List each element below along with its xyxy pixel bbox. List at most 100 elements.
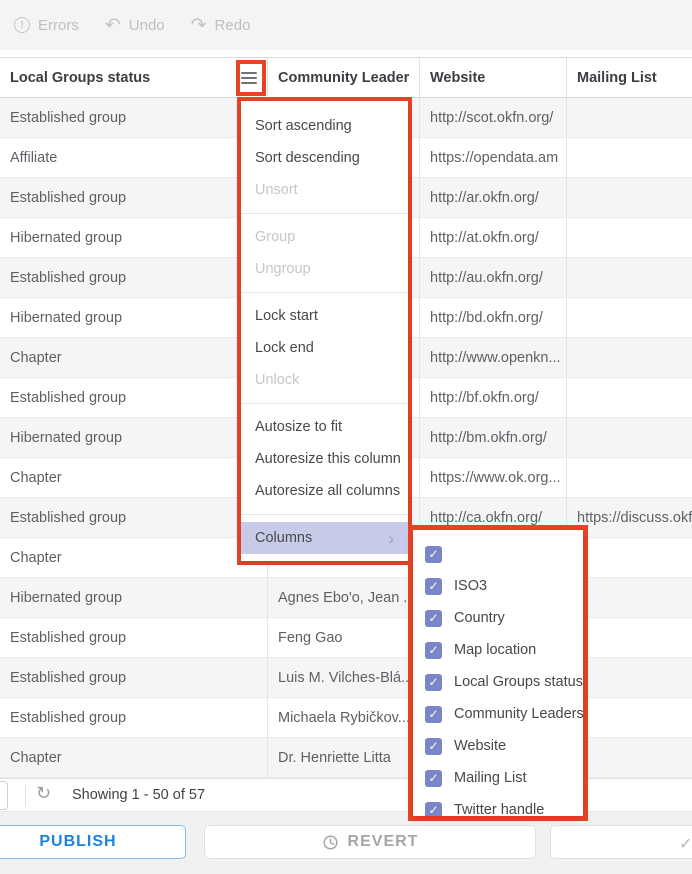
cell-mailing[interactable] <box>567 538 692 578</box>
cell-mailing[interactable] <box>567 138 692 178</box>
cell-mailing[interactable] <box>567 218 692 258</box>
column-toggle-unnamed[interactable]: ✓ <box>413 538 583 570</box>
checkbox-checked-icon[interactable]: ✓ <box>425 737 442 755</box>
pagination-control-partial[interactable] <box>0 781 8 810</box>
cell-mailing[interactable] <box>567 458 692 498</box>
cell-status[interactable]: Hibernated group <box>0 218 268 258</box>
extra-footer-button[interactable]: ✓ <box>550 825 692 859</box>
cell-mailing[interactable] <box>567 178 692 218</box>
menu-item-unsort: Unsort <box>241 174 408 206</box>
column-header-mailing-list[interactable]: Mailing List <box>567 58 692 97</box>
checkbox-checked-icon[interactable]: ✓ <box>425 609 442 627</box>
cell-status[interactable]: Affiliate <box>0 138 268 178</box>
cell-leader[interactable]: Dr. Henriette Litta <box>268 738 420 778</box>
checkbox-checked-icon[interactable]: ✓ <box>425 545 442 563</box>
checkbox-checked-icon[interactable]: ✓ <box>425 801 442 816</box>
cell-mailing[interactable] <box>567 698 692 738</box>
menu-item-lock-end[interactable]: Lock end <box>241 332 408 364</box>
cell-status[interactable]: Established group <box>0 658 268 698</box>
redo-label: Redo <box>214 16 251 34</box>
checkbox-checked-icon[interactable]: ✓ <box>425 705 442 723</box>
column-toggle-local-groups-status[interactable]: ✓ Local Groups status <box>413 666 583 698</box>
column-toggle-iso3[interactable]: ✓ ISO3 <box>413 570 583 602</box>
cell-mailing[interactable] <box>567 618 692 658</box>
column-header-community-leaders[interactable]: Community Leader... <box>268 58 420 97</box>
cell-mailing[interactable] <box>567 418 692 458</box>
menu-item-autosize-to-fit[interactable]: Autosize to fit <box>241 411 408 443</box>
cell-mailing[interactable] <box>567 738 692 778</box>
cell-mailing[interactable] <box>567 578 692 618</box>
cell-website[interactable]: https://opendata.am <box>420 138 567 178</box>
cell-website[interactable]: http://bm.okfn.org/ <box>420 418 567 458</box>
cell-mailing[interactable]: https://discuss.okf <box>567 498 692 538</box>
cell-mailing[interactable] <box>567 298 692 338</box>
publish-button[interactable]: PUBLISH <box>0 825 186 859</box>
checkbox-checked-icon[interactable]: ✓ <box>425 673 442 691</box>
cell-leader[interactable]: Luis M. Vilches-Blá.. <box>268 658 420 698</box>
cell-status[interactable]: Hibernated group <box>0 578 268 618</box>
cell-website[interactable]: http://bf.okfn.org/ <box>420 378 567 418</box>
menu-item-sort-ascending[interactable]: Sort ascending <box>241 110 408 142</box>
cell-mailing[interactable] <box>567 98 692 138</box>
cell-website[interactable]: http://www.openkn... <box>420 338 567 378</box>
history-clock-icon <box>322 834 338 850</box>
cell-status[interactable]: Hibernated group <box>0 418 268 458</box>
cell-status[interactable]: Established group <box>0 98 268 138</box>
cell-status[interactable]: Established group <box>0 178 268 218</box>
redo-button[interactable]: ↷ Redo <box>191 16 251 35</box>
cell-status[interactable]: Chapter <box>0 738 268 778</box>
cell-status[interactable]: Established group <box>0 378 268 418</box>
cell-website[interactable]: http://ar.okfn.org/ <box>420 178 567 218</box>
errors-button[interactable]: ! Errors <box>14 17 79 34</box>
cell-status[interactable]: Chapter <box>0 338 268 378</box>
cell-status[interactable]: Established group <box>0 498 268 538</box>
menu-item-columns[interactable]: Columns › <box>241 522 408 554</box>
cell-leader[interactable]: Agnes Ebo'o, Jean ... <box>268 578 420 618</box>
menu-item-label: Columns <box>255 530 313 546</box>
column-toggle-mailing-list[interactable]: ✓ Mailing List <box>413 762 583 794</box>
column-toggle-label: Mailing List <box>454 770 527 786</box>
redo-icon: ↷ <box>190 14 207 36</box>
menu-item-autoresize-this-column[interactable]: Autoresize this column <box>241 443 408 475</box>
menu-item-unlock: Unlock <box>241 364 408 396</box>
cell-website[interactable]: http://at.okfn.org/ <box>420 218 567 258</box>
column-toggle-label: Website <box>454 738 507 754</box>
cell-leader[interactable]: Michaela Rybičkov... <box>268 698 420 738</box>
cell-status[interactable]: Established group <box>0 258 268 298</box>
cell-leader[interactable]: Feng Gao <box>268 618 420 658</box>
cell-website[interactable]: http://bd.okfn.org/ <box>420 298 567 338</box>
column-header-website[interactable]: Website <box>420 58 567 97</box>
menu-item-autoresize-all-columns[interactable]: Autoresize all columns <box>241 475 408 507</box>
cell-website[interactable]: http://scot.okfn.org/ <box>420 98 567 138</box>
column-toggle-community-leaders[interactable]: ✓ Community Leaders <box>413 698 583 730</box>
cell-status[interactable]: Established group <box>0 698 268 738</box>
cell-mailing[interactable] <box>567 258 692 298</box>
undo-button[interactable]: ↶ Undo <box>105 16 165 35</box>
column-toggle-website[interactable]: ✓ Website <box>413 730 583 762</box>
menu-item-lock-start[interactable]: Lock start <box>241 300 408 332</box>
checkbox-checked-icon[interactable]: ✓ <box>425 577 442 595</box>
column-toggle-map-location[interactable]: ✓ Map location <box>413 634 583 666</box>
column-header-local-groups-status[interactable]: Local Groups status <box>0 58 268 97</box>
menu-item-sort-descending[interactable]: Sort descending <box>241 142 408 174</box>
cell-website[interactable]: https://www.ok.org... <box>420 458 567 498</box>
menu-item-label: Autoresize this column <box>255 451 401 467</box>
checkbox-checked-icon[interactable]: ✓ <box>425 769 442 787</box>
checkbox-checked-icon[interactable]: ✓ <box>425 641 442 659</box>
cell-status[interactable]: Chapter <box>0 538 268 578</box>
column-toggle-country[interactable]: ✓ Country <box>413 602 583 634</box>
refresh-icon[interactable]: ↻ <box>36 783 52 803</box>
statusbar-divider <box>25 785 26 806</box>
cell-mailing[interactable] <box>567 338 692 378</box>
cell-website[interactable]: http://au.okfn.org/ <box>420 258 567 298</box>
column-toggle-twitter-handle[interactable]: ✓ Twitter handle <box>413 794 583 816</box>
cell-status[interactable]: Chapter <box>0 458 268 498</box>
cell-mailing[interactable] <box>567 378 692 418</box>
cell-mailing[interactable] <box>567 658 692 698</box>
cell-status[interactable]: Hibernated group <box>0 298 268 338</box>
column-menu-icon[interactable] <box>241 71 257 84</box>
menu-item-ungroup: Ungroup <box>241 253 408 285</box>
revert-button[interactable]: REVERT <box>204 825 536 859</box>
column-toggle-label: Twitter handle <box>454 802 545 816</box>
cell-status[interactable]: Established group <box>0 618 268 658</box>
